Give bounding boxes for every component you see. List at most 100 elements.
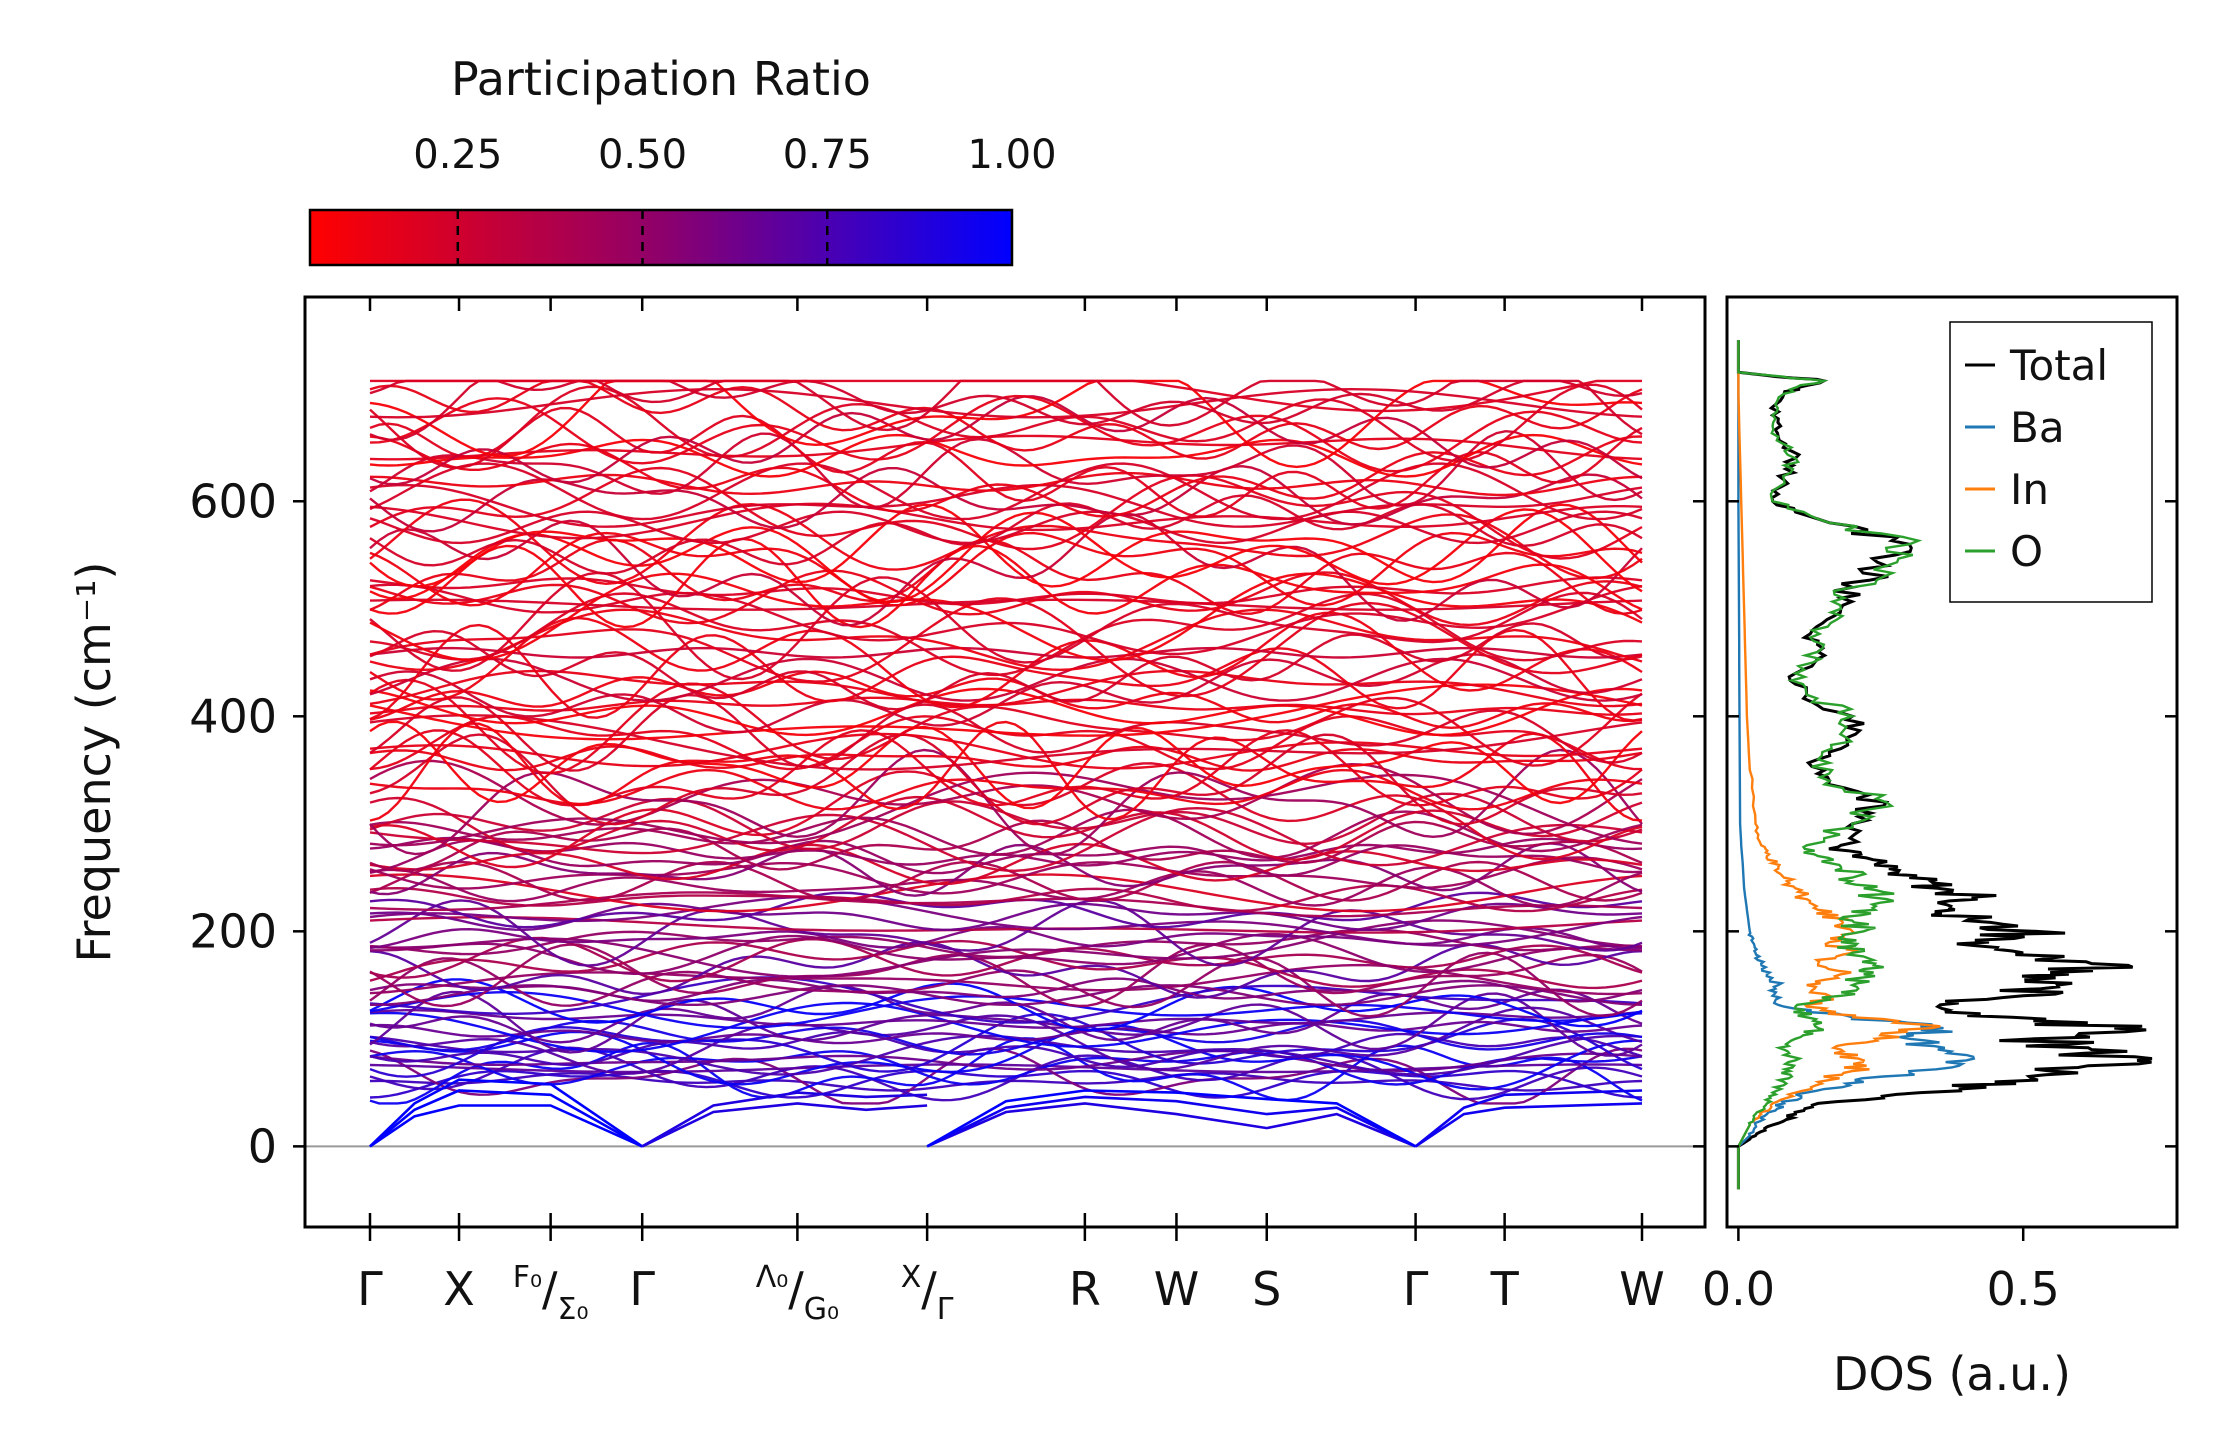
optical-branch xyxy=(370,379,1642,413)
optical-branch xyxy=(369,693,1643,772)
colorbar-tick-label: 0.25 xyxy=(413,132,502,178)
dos-line-ba xyxy=(1737,340,1976,1190)
acoustic-branch xyxy=(1414,1102,1643,1148)
optical-branch xyxy=(369,379,1643,469)
optical-branch xyxy=(369,976,1643,1024)
acoustic-branch xyxy=(641,1102,928,1148)
optical-branch xyxy=(369,502,1643,540)
optical-branch xyxy=(369,771,1643,847)
optical-branch xyxy=(369,608,1643,672)
optical-branch xyxy=(369,839,1643,877)
optical-branch xyxy=(369,748,1643,856)
optical-branch xyxy=(369,759,1643,836)
optical-branch xyxy=(369,678,1643,775)
optical-branch xyxy=(369,884,1643,913)
legend-label-ba: Ba xyxy=(2010,403,2065,452)
optical-branch xyxy=(369,895,1643,947)
kpoint-label: W xyxy=(1154,1262,1199,1316)
optical-branch xyxy=(369,471,1643,497)
dos-line-in xyxy=(1737,340,1941,1190)
kpoint-label: R xyxy=(1069,1262,1101,1316)
optical-branch xyxy=(369,537,1643,629)
acoustic-branch xyxy=(369,1078,643,1148)
optical-branch xyxy=(369,508,1643,604)
optical-branch xyxy=(369,1006,1643,1075)
kpoint-label: F₀/Σ₀ xyxy=(513,1260,589,1327)
acoustic-branch xyxy=(926,1095,1417,1148)
optical-branch xyxy=(369,733,1643,826)
optical-branch xyxy=(369,569,1643,627)
optical-branch xyxy=(369,808,1643,860)
optical-branch xyxy=(369,683,1643,741)
optical-branch xyxy=(369,806,1643,873)
optical-branch xyxy=(369,941,1643,999)
band-plot-frame xyxy=(303,295,1707,1229)
optical-branch xyxy=(369,1072,1643,1092)
band-ytick-label: 600 xyxy=(189,474,277,528)
optical-branch xyxy=(369,795,1643,861)
kpoint-label: T xyxy=(1490,1262,1520,1316)
optical-branch xyxy=(369,985,1643,1044)
dos-xlabel: DOS (a.u.) xyxy=(1833,1347,2071,1401)
acoustic-branch xyxy=(369,1089,643,1148)
optical-branch xyxy=(369,435,1643,518)
optical-branch xyxy=(369,669,1643,708)
kpoint-label: S xyxy=(1252,1262,1281,1316)
kpoint-label: X/Γ xyxy=(901,1260,954,1327)
colorbar-tick-label: 1.00 xyxy=(967,132,1056,178)
legend-frame xyxy=(1949,321,2153,603)
colorbar-title: Participation Ratio xyxy=(451,52,871,106)
optical-branch xyxy=(369,483,1643,528)
optical-branch xyxy=(369,646,1643,659)
optical-branch xyxy=(369,510,1643,545)
optical-branch xyxy=(369,653,1643,734)
optical-branch xyxy=(369,576,1643,606)
legend-label-total: Total xyxy=(2009,341,2108,390)
optical-branch xyxy=(369,936,1643,983)
optical-branch xyxy=(369,383,1643,469)
legend-label-in: In xyxy=(2010,465,2049,514)
dos-xtick-label: 0.5 xyxy=(1987,1262,2060,1316)
kpoint-label: Γ xyxy=(629,1262,655,1316)
optical-branch xyxy=(369,1063,1643,1074)
dos-line-o xyxy=(1737,340,1923,1190)
optical-branch xyxy=(369,611,1643,709)
optical-branch xyxy=(369,714,1643,771)
optical-branch xyxy=(369,919,1643,978)
band-ytick-label: 400 xyxy=(189,689,277,743)
optical-branch xyxy=(369,720,1643,822)
colorbar: Participation Ratio 0.25 0.50 0.75 1.00 xyxy=(308,52,1057,267)
optical-branch xyxy=(369,394,1643,473)
colorbar-gradient xyxy=(308,208,1014,267)
optical-branch xyxy=(369,963,1643,996)
optical-branch xyxy=(369,462,1643,521)
optical-branch xyxy=(369,395,1643,486)
kpoint-label: Γ xyxy=(357,1262,383,1316)
dos-legend: Total Ba In O xyxy=(1949,321,2153,603)
optical-branch xyxy=(369,977,1643,1003)
optical-branch xyxy=(369,670,1643,730)
optical-branch xyxy=(369,512,1643,627)
dos-xtick-label: 0.0 xyxy=(1702,1262,1775,1316)
optical-branch xyxy=(369,925,1643,950)
acoustic-branch xyxy=(926,1089,1417,1148)
kpoint-label: Λ₀/G₀ xyxy=(756,1260,839,1327)
band-ytick-label: 200 xyxy=(189,904,277,958)
optical-branch xyxy=(369,842,1643,897)
optical-branch xyxy=(369,939,1643,990)
optical-branch xyxy=(369,623,1643,722)
optical-branch xyxy=(369,873,1643,913)
acoustic-branch xyxy=(926,1102,1417,1148)
dos-plot-frame xyxy=(1725,295,2179,1229)
band-ytick-label: 0 xyxy=(248,1119,277,1173)
optical-branch xyxy=(369,1009,1643,1029)
kpoint-label: X xyxy=(443,1262,475,1316)
optical-branch xyxy=(369,434,1643,461)
optical-branch xyxy=(369,572,1643,662)
kpoint-label: Γ xyxy=(1403,1262,1429,1316)
acoustic-branch xyxy=(641,1091,928,1148)
optical-branch xyxy=(369,387,1643,419)
band-ylabel: Frequency (cm⁻¹) xyxy=(67,562,121,963)
